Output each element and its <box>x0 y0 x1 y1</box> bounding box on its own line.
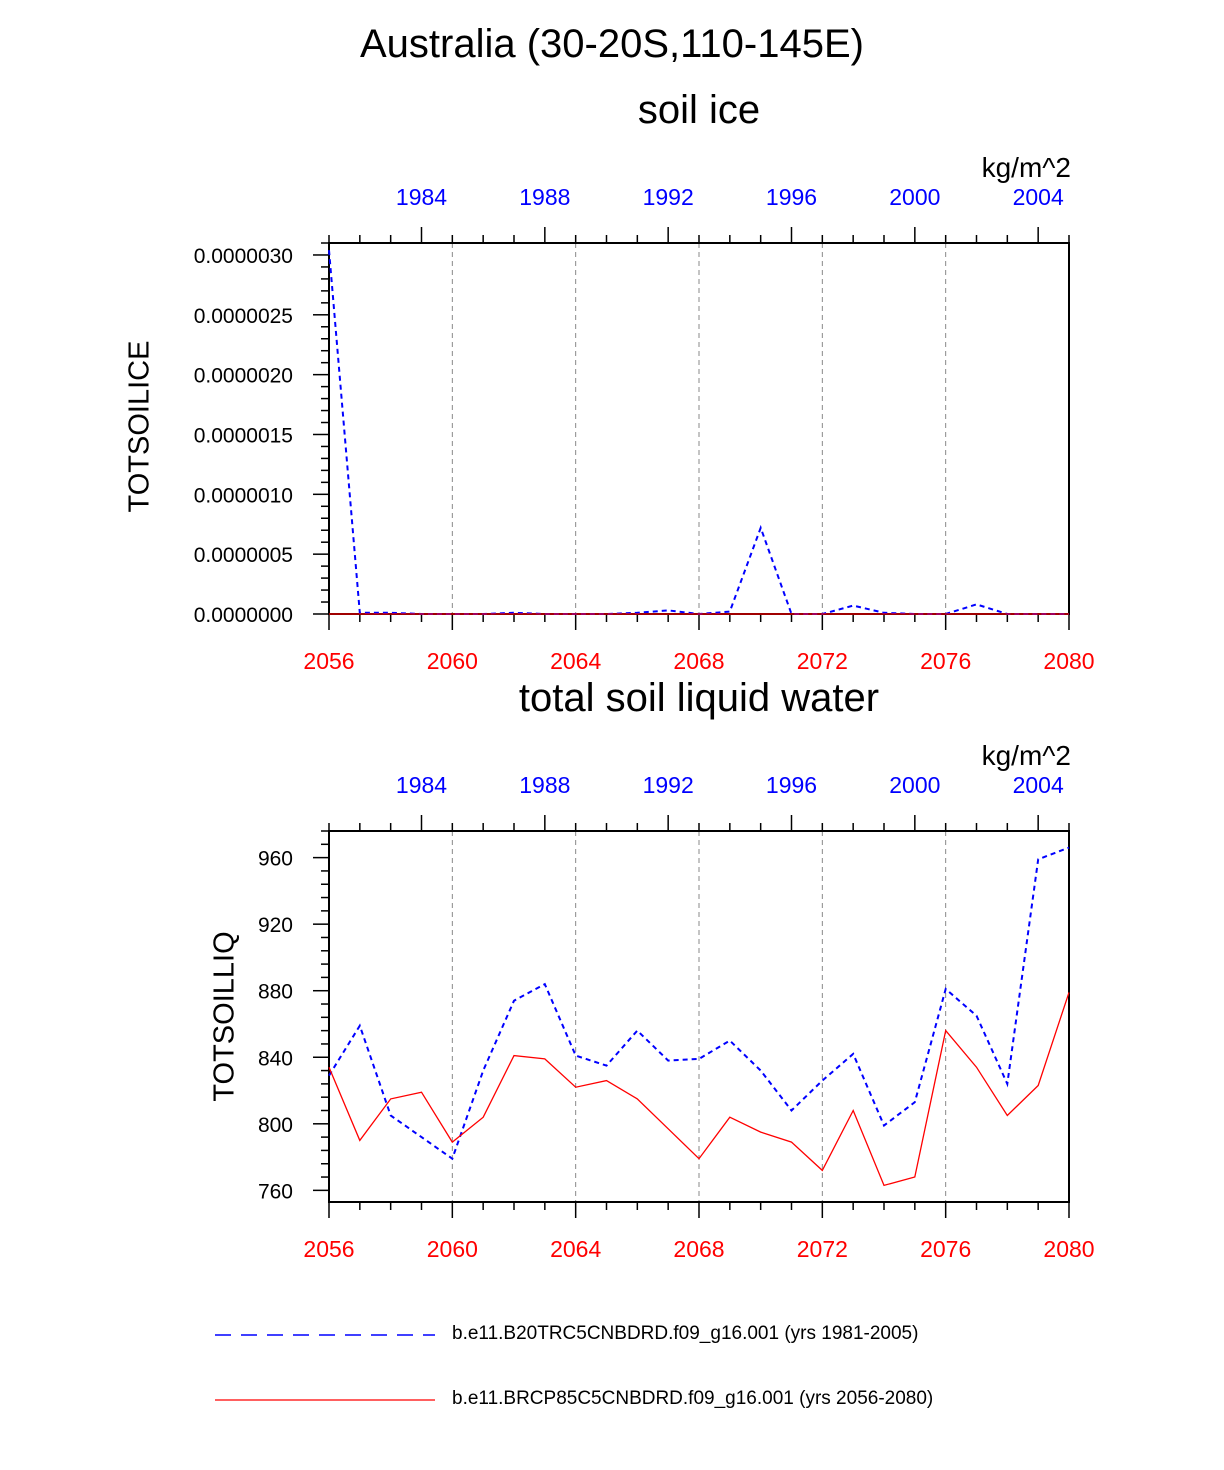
x-tick-label: 2068 <box>673 648 724 674</box>
x-tick-label: 2064 <box>550 1236 601 1262</box>
y-tick-label: 0.0000030 <box>194 245 293 268</box>
legend-label-future: b.e11.BRCP85C5CNBDRD.f09_g16.001 (yrs 20… <box>452 1388 934 1409</box>
y-tick-label: 800 <box>258 1114 293 1137</box>
y-tick-label: 0.0000000 <box>194 604 293 627</box>
top-tick-label: 2000 <box>889 772 940 798</box>
y-tick-label: 840 <box>258 1047 293 1070</box>
top-tick-label: 1992 <box>643 772 694 798</box>
y-tick-label: 0.0000010 <box>194 484 293 507</box>
x-tick-label: 2064 <box>550 648 601 674</box>
series-line-future <box>328 992 1070 1187</box>
y-tick-label: 960 <box>258 848 293 871</box>
plot2-units: kg/m^2 <box>981 740 1071 771</box>
top-tick-label: 2004 <box>1013 772 1064 798</box>
y-tick-label: 760 <box>258 1180 293 1203</box>
y-tick-label: 0.0000015 <box>194 424 293 447</box>
plot2-title: total soil liquid water <box>518 676 880 720</box>
legend-label-historical: b.e11.B20TRC5CNBDRD.f09_g16.001 (yrs 198… <box>452 1323 919 1344</box>
y-tick-label: 920 <box>258 914 293 937</box>
x-tick-label: 2076 <box>920 1236 971 1262</box>
top-tick-label: 1984 <box>396 184 447 210</box>
x-tick-label: 2068 <box>673 1236 724 1262</box>
legend: b.e11.B20TRC5CNBDRD.f09_g16.001 (yrs 198… <box>215 1318 1115 1428</box>
plot1-chart: 2056 2060 2064 2068 2072 2076 2080 1984 1988 1992… <box>194 184 1095 674</box>
top-tick-label: 1988 <box>519 772 570 798</box>
plot1-title: soil ice <box>637 88 761 132</box>
plot1-units: kg/m^2 <box>981 152 1071 183</box>
top-tick-label: 1996 <box>766 184 817 210</box>
y-tick-label: 880 <box>258 981 293 1004</box>
x-tick-label: 2056 <box>303 1236 354 1262</box>
plot2-chart: 2056 2060 2064 2068 2072 2076 2080 1984 1988 1992… <box>258 772 1095 1262</box>
y-tick-label: 0.0000025 <box>194 305 293 328</box>
x-tick-label: 2076 <box>920 648 971 674</box>
y-tick-label: 0.0000020 <box>194 365 293 388</box>
top-tick-label: 2000 <box>889 184 940 210</box>
x-tick-label: 2060 <box>427 1236 478 1262</box>
x-tick-label: 2080 <box>1043 1236 1094 1262</box>
x-tick-label: 2056 <box>303 648 354 674</box>
x-tick-label: 2060 <box>427 648 478 674</box>
top-tick-label: 1996 <box>766 772 817 798</box>
top-tick-label: 1988 <box>519 184 570 210</box>
figure-title: Australia (30-20S,110-145E) <box>360 22 864 66</box>
top-tick-label: 2004 <box>1013 184 1064 210</box>
top-tick-label: 1992 <box>643 184 694 210</box>
x-tick-label: 2072 <box>797 1236 848 1262</box>
y-tick-label: 0.0000005 <box>194 544 293 567</box>
x-tick-label: 2072 <box>797 648 848 674</box>
legend-swatches <box>215 1334 435 1401</box>
top-tick-label: 1984 <box>396 772 447 798</box>
x-tick-label: 2080 <box>1043 648 1094 674</box>
series-line-historical <box>328 846 1070 1161</box>
